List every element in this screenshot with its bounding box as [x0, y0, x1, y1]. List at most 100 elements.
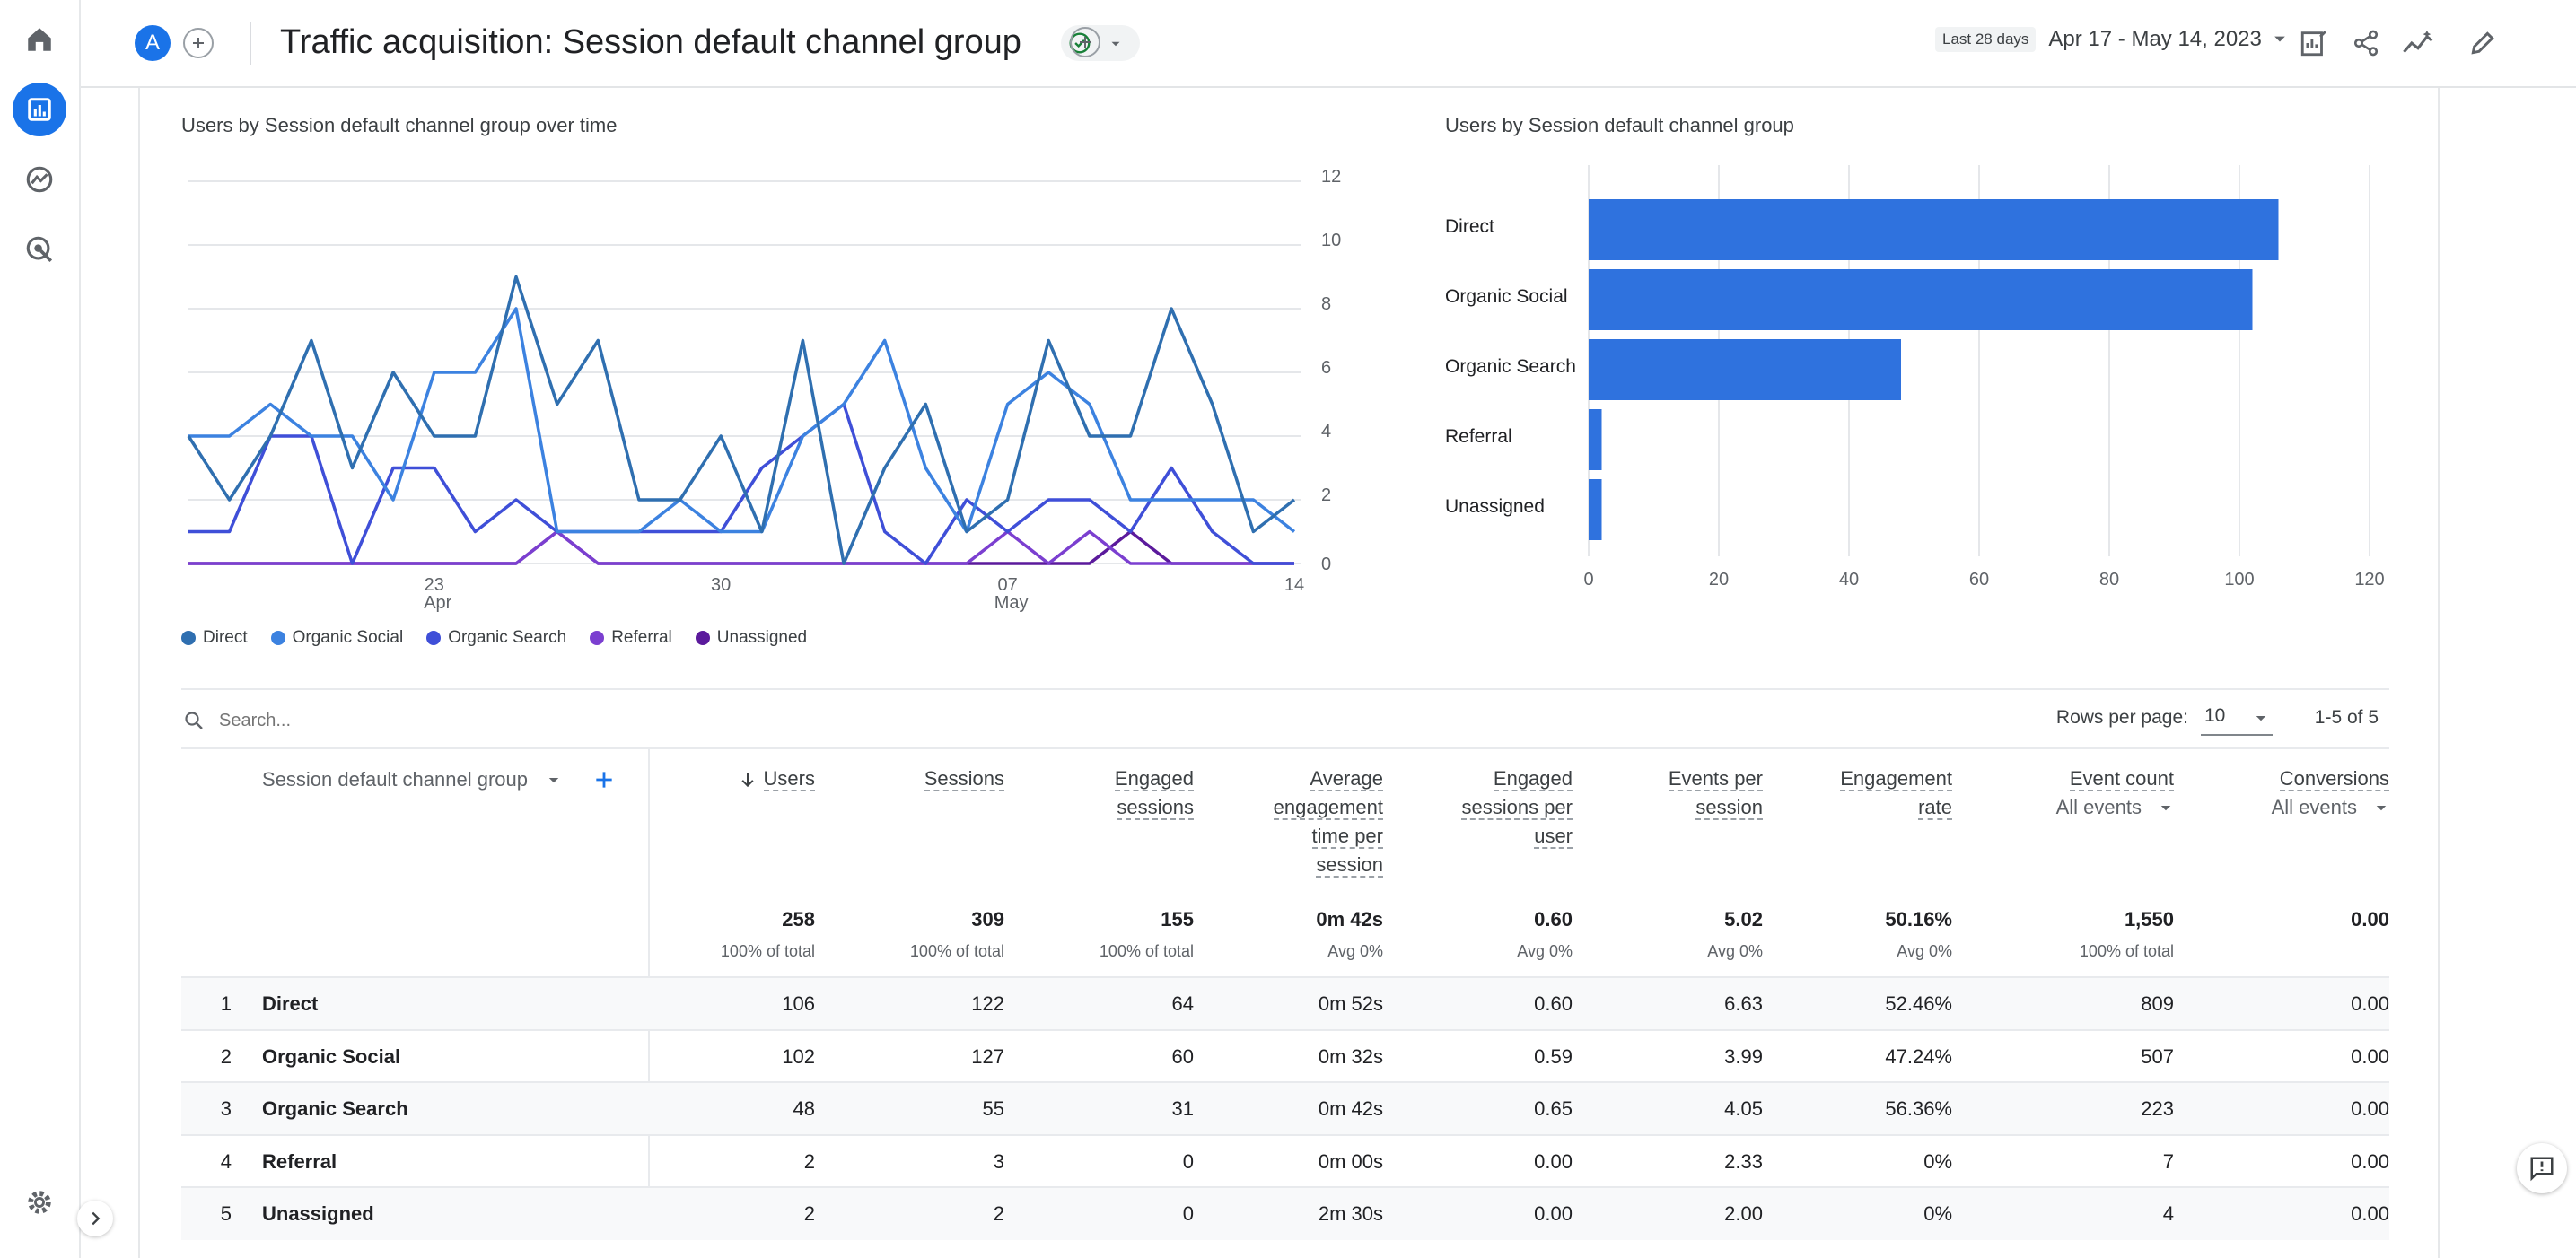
cell-avg-engagement: 2m 30s [1318, 1202, 1383, 1225]
settings-icon[interactable] [13, 1175, 66, 1229]
advertising-icon[interactable] [13, 223, 66, 276]
plus-icon [1080, 37, 1091, 48]
column-header-conversions[interactable]: Conversions All events [2272, 764, 2389, 822]
add-dimension-icon[interactable] [592, 768, 616, 791]
add-comparison-button[interactable] [183, 28, 214, 58]
cell-users: 102 [782, 1044, 815, 1068]
caret-down-icon [2274, 36, 2285, 42]
insights-icon[interactable] [2400, 25, 2436, 61]
dimension-header[interactable]: Session default channel group [262, 768, 562, 791]
series-line-referral[interactable] [188, 529, 1294, 565]
row-channel-label: Unassigned [262, 1202, 374, 1225]
legend-dot [695, 631, 710, 645]
bar-chart-title: Users by Session default channel group [1445, 114, 1794, 136]
bar-direct[interactable] [1589, 199, 2279, 260]
table-row[interactable]: 4 Referral 2 3 0 0m 00s 0.00 2.33 0% 7 0.00 [181, 1133, 2389, 1188]
cell-avg-engagement: 0m 00s [1318, 1149, 1383, 1173]
cell-events-per-session: 4.05 [1724, 1097, 1763, 1120]
rows-per-page-select[interactable]: 10 [2201, 703, 2273, 736]
cell-conversions: 0.00 [2351, 1149, 2389, 1173]
row-channel-label: Organic Social [262, 1044, 401, 1068]
y-tick-label: 10 [1321, 231, 1341, 250]
x-tick-label: 20 [1709, 570, 1729, 590]
legend-item-referral[interactable]: Referral [590, 628, 672, 648]
column-header-label: sessions per [1461, 796, 1573, 820]
bar-referral[interactable] [1589, 409, 1602, 470]
column-header-avg-engagement[interactable]: Average engagement time per session [1273, 764, 1383, 879]
legend-item-organic-social[interactable]: Organic Social [270, 628, 403, 648]
feedback-button[interactable] [2517, 1143, 2567, 1193]
bar-unassigned[interactable] [1589, 479, 1602, 540]
series-line-organic-social[interactable] [188, 307, 1296, 534]
x-tick-label: 80 [2099, 570, 2119, 590]
category-label: Referral [1445, 426, 1512, 447]
column-header-engagement-rate[interactable]: Engagement rate [1840, 764, 1952, 822]
legend-label: Referral [611, 628, 672, 647]
bar-organic-social[interactable] [1589, 269, 2253, 330]
y-tick-label: 8 [1321, 294, 1331, 314]
bar-chart[interactable]: Direct Organic Social Organic Search Referr… [1436, 158, 2405, 607]
category-label: Direct [1445, 216, 1494, 237]
cell-engaged-per-user: 0.00 [1534, 1202, 1573, 1225]
home-icon[interactable] [13, 13, 66, 66]
x-tick-sublabel: May [994, 593, 1029, 613]
bar-organic-search[interactable] [1589, 339, 1901, 400]
column-header-label: Sessions [924, 767, 1004, 791]
column-header-engaged-per-user[interactable]: Engaged sessions per user [1461, 764, 1573, 851]
column-header-label: Engaged [1493, 767, 1573, 791]
event-filter-select[interactable]: All events [2056, 793, 2174, 822]
legend-dot [181, 631, 196, 645]
caret-down-icon [2160, 806, 2171, 811]
legend-item-organic-search[interactable]: Organic Search [426, 628, 566, 648]
column-total: 5.02 [1724, 908, 1763, 930]
cell-engagement-rate: 47.24% [1885, 1044, 1952, 1068]
x-tick-label: 60 [1969, 570, 1989, 590]
column-header-event-count[interactable]: Event count All events [2056, 764, 2174, 822]
share-icon[interactable] [2348, 25, 2384, 61]
y-tick-label: 4 [1321, 422, 1331, 441]
column-header-label: Event count [2069, 767, 2174, 791]
search-icon [185, 712, 203, 729]
line-chart-title: Users by Session default channel group o… [181, 114, 618, 136]
column-header-sessions[interactable]: Sessions [924, 764, 1004, 793]
series-line-direct[interactable] [187, 275, 1296, 565]
add-report-button[interactable] [1070, 27, 1100, 57]
legend-item-direct[interactable]: Direct [181, 628, 248, 648]
cell-engaged-per-user: 0.65 [1534, 1097, 1573, 1120]
y-tick-label: 6 [1321, 358, 1331, 378]
x-tick-label: 0 [1583, 570, 1593, 590]
legend-label: Direct [203, 628, 248, 647]
series-line-organic-search[interactable] [188, 402, 1294, 565]
cell-sessions: 122 [971, 992, 1004, 1015]
legend-item-unassigned[interactable]: Unassigned [695, 628, 807, 648]
expand-icon[interactable] [77, 1201, 113, 1236]
customize-report-icon[interactable] [2296, 25, 2332, 61]
row-channel-label: Direct [262, 992, 319, 1015]
table-row[interactable]: 5 Unassigned 2 2 0 2m 30s 0.00 2.00 0% 4 0.00 [181, 1186, 2389, 1240]
rows-per-page-value: 10 [2204, 705, 2226, 726]
column-total: 0m 42s [1316, 908, 1383, 930]
table-row[interactable]: 2 Organic Social 102 127 60 0m 32s 0.59 3.99 47.… [181, 1028, 2389, 1083]
cell-engaged-per-user: 0.60 [1534, 992, 1573, 1015]
cell-engaged-per-user: 0.00 [1534, 1149, 1573, 1173]
reports-icon[interactable] [13, 83, 66, 136]
table-row[interactable]: 3 Organic Search 48 55 31 0m 42s 0.65 4.05 56.36… [181, 1081, 2389, 1135]
rows-per-page-label: Rows per page: [2055, 707, 2188, 728]
edit-pencil-icon[interactable] [2465, 25, 2501, 61]
cell-sessions: 2 [993, 1202, 1004, 1225]
category-label: Organic Social [1445, 286, 1568, 307]
date-range-picker[interactable]: Last 28 days Apr 17 - May 14, 2023 [1935, 27, 2289, 52]
column-header-events-per-session[interactable]: Events per session [1668, 764, 1763, 822]
explore-icon[interactable] [13, 153, 66, 206]
row-number: 1 [220, 992, 232, 1015]
table-row[interactable]: 1 Direct 106 122 64 0m 52s 0.60 6.63 52.46% 809 0.… [181, 976, 2389, 1030]
cell-users: 48 [793, 1097, 815, 1120]
row-channel-label: Referral [262, 1149, 337, 1173]
column-header-users[interactable]: Users [739, 764, 815, 793]
event-filter-select[interactable]: All events [2272, 793, 2389, 822]
cell-conversions: 0.00 [2351, 1044, 2389, 1068]
search-input[interactable] [217, 703, 759, 738]
avatar[interactable]: A [135, 25, 171, 61]
column-header-engaged-sessions[interactable]: Engaged sessions [1114, 764, 1194, 822]
